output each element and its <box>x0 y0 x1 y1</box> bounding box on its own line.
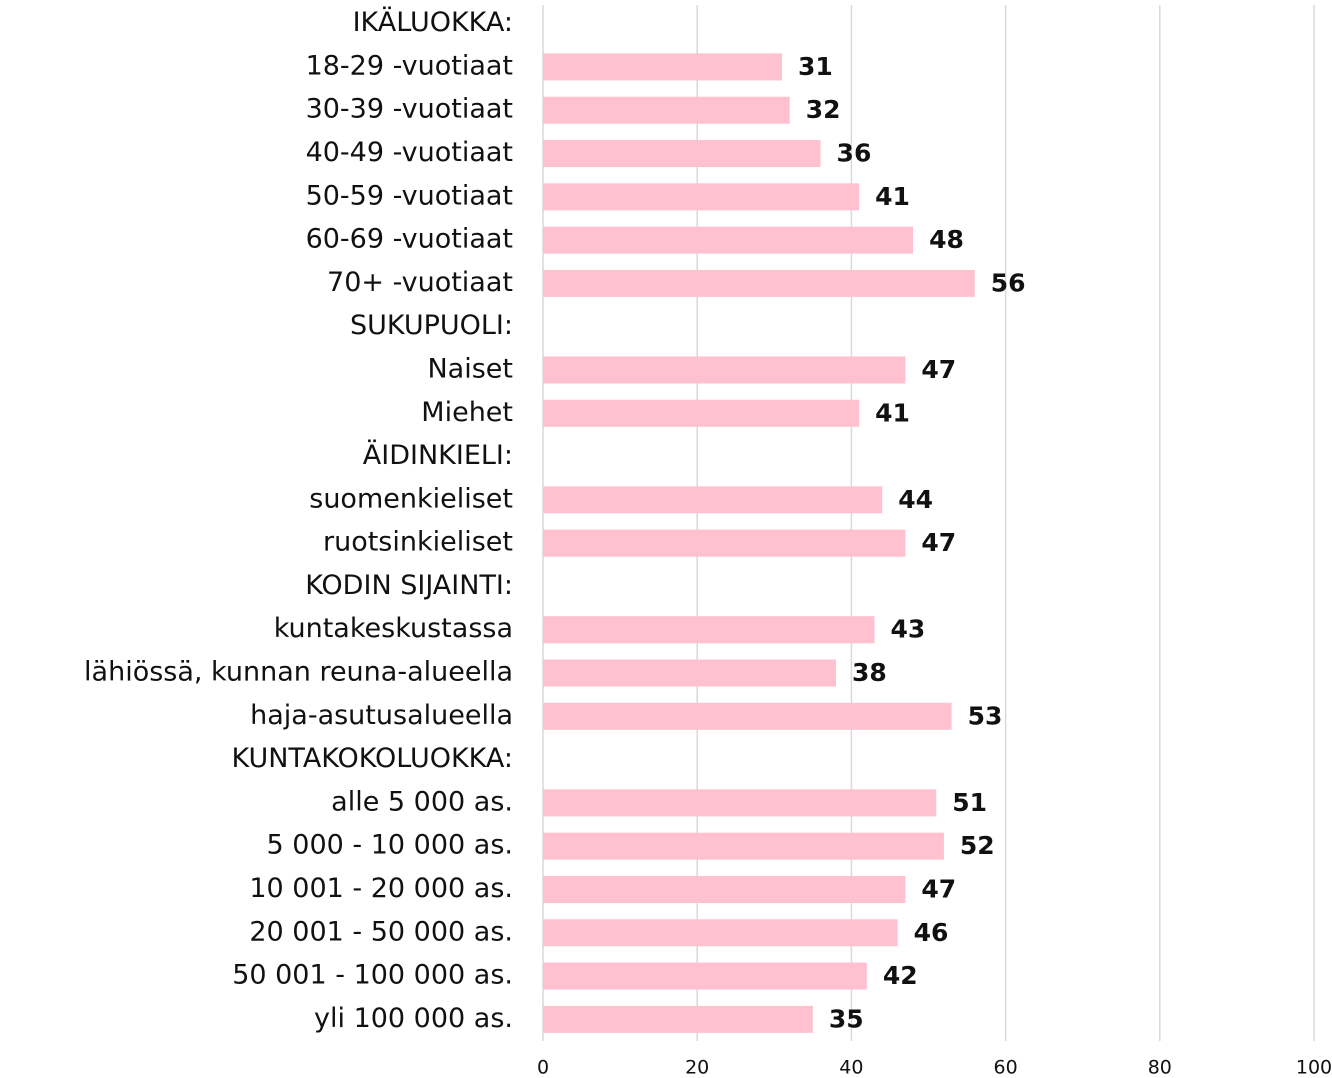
y-tick-label: 70+ -vuotiaat <box>327 267 513 298</box>
value-label: 32 <box>806 95 841 124</box>
value-label: 47 <box>921 355 956 384</box>
value-label: 36 <box>837 139 872 168</box>
x-tick-label: 80 <box>1148 1057 1172 1078</box>
y-tick-label: 50-59 -vuotiaat <box>306 180 513 211</box>
y-tick-label: IKÄLUOKKA: <box>353 6 513 38</box>
value-label: 44 <box>898 485 933 514</box>
x-tick-label: 60 <box>994 1057 1018 1078</box>
x-tick-label: 0 <box>537 1057 549 1078</box>
value-label: 38 <box>852 658 887 687</box>
y-tick-label: 10 001 - 20 000 as. <box>249 873 513 904</box>
y-tick-label: 50 001 - 100 000 as. <box>232 960 513 991</box>
value-label: 41 <box>875 182 910 211</box>
bar <box>543 616 875 644</box>
value-label: 47 <box>921 874 956 903</box>
bar <box>543 356 906 384</box>
y-tick-label: 20 001 - 50 000 as. <box>249 916 513 947</box>
y-tick-label: lähiössä, kunnan reuna-alueella <box>84 657 513 688</box>
bar <box>543 53 783 81</box>
x-tick-label: 40 <box>839 1057 863 1078</box>
y-tick-label: alle 5 000 as. <box>331 786 513 817</box>
bar <box>543 789 937 817</box>
x-tick-label: 100 <box>1296 1057 1332 1078</box>
value-label: 47 <box>921 528 956 557</box>
bar <box>543 919 898 947</box>
y-tick-label: ruotsinkieliset <box>323 527 513 558</box>
y-tick-label: suomenkieliset <box>309 483 513 514</box>
y-tick-label: Naiset <box>427 353 513 384</box>
value-label: 53 <box>968 701 1003 730</box>
value-label: 46 <box>914 918 949 947</box>
y-tick-label: yli 100 000 as. <box>314 1003 513 1034</box>
y-tick-label: Miehet <box>421 397 513 428</box>
y-tick-label: ÄIDINKIELI: <box>363 439 513 471</box>
value-label: 56 <box>991 268 1026 297</box>
value-label: 43 <box>891 615 926 644</box>
value-label: 41 <box>875 398 910 427</box>
y-tick-label: 5 000 - 10 000 as. <box>267 830 513 861</box>
bar <box>543 140 821 168</box>
bar <box>543 183 860 211</box>
value-label: 42 <box>883 961 918 990</box>
bar <box>543 226 914 254</box>
bar <box>543 399 860 427</box>
bar <box>543 486 883 514</box>
bar <box>543 269 975 297</box>
value-label: 35 <box>829 1004 864 1033</box>
y-tick-label: kuntakeskustassa <box>274 613 513 644</box>
y-tick-label: haja-asutusalueella <box>250 700 513 731</box>
bar <box>543 702 952 730</box>
x-tick-label: 20 <box>685 1057 709 1078</box>
value-label: 52 <box>960 831 995 860</box>
y-tick-label: KODIN SIJAINTI: <box>305 570 513 601</box>
bar <box>543 96 790 124</box>
y-tick-label: KUNTAKOKOLUOKKA: <box>231 743 513 774</box>
y-tick-label: SUKUPUOLI: <box>350 310 513 341</box>
bar <box>543 1005 813 1033</box>
y-tick-label: 60-69 -vuotiaat <box>306 224 513 255</box>
bar <box>543 962 867 990</box>
bar <box>543 529 906 557</box>
bar <box>543 875 906 903</box>
value-label: 31 <box>798 52 833 81</box>
bar <box>543 832 944 860</box>
value-label: 48 <box>929 225 964 254</box>
y-tick-label: 18-29 -vuotiaat <box>306 50 513 81</box>
y-tick-label: 40-49 -vuotiaat <box>306 137 513 168</box>
y-tick-label: 30-39 -vuotiaat <box>306 94 513 125</box>
bar <box>543 659 836 687</box>
value-label: 51 <box>952 788 987 817</box>
